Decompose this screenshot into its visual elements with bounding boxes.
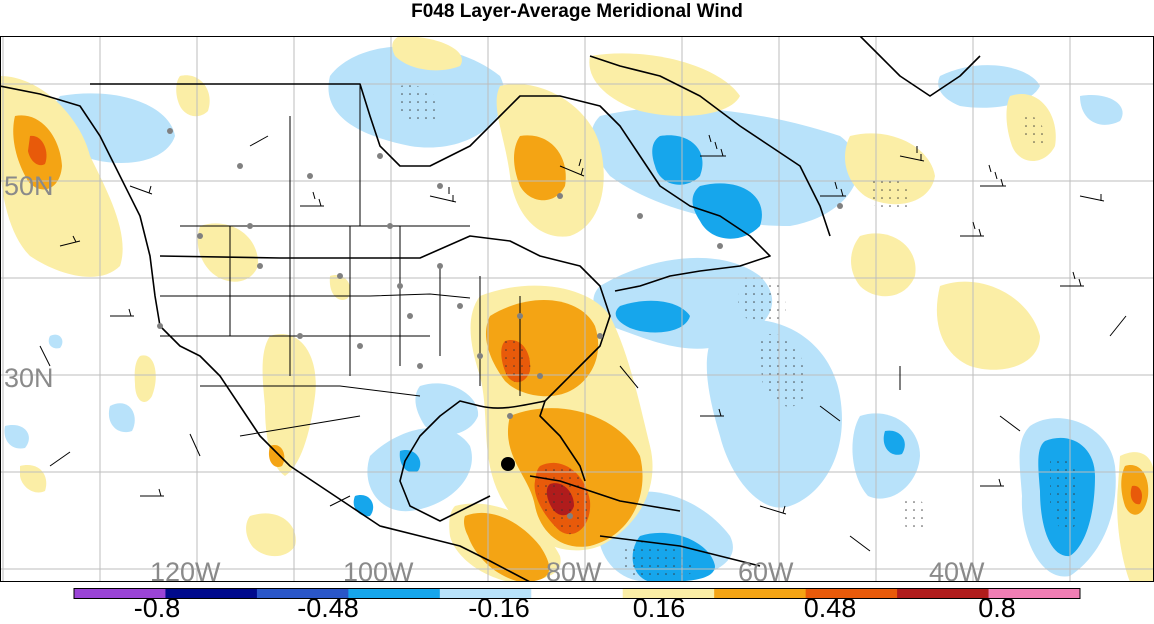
colorbar-cell [622,588,715,599]
colorbar-cell [256,588,349,599]
lon-label-100w: 100W [343,557,414,582]
colorbar-cell [805,588,898,599]
colorbar-cell [988,588,1081,599]
colorbar-cell [74,588,166,599]
political-borders [160,84,521,437]
colorbar-cell [439,588,532,599]
colorbar-cell [897,588,990,599]
colorbar-tick-label: -0.16 [468,593,530,623]
wind-barbs [39,134,1127,552]
storm-center-marker [501,457,515,471]
colorbar-tick-label: 0.48 [803,593,857,623]
lat-lon-grid [0,36,1154,582]
lon-label-40w: 40W [929,557,985,582]
colorbar-tick-label: 0.16 [632,593,686,623]
wind-map: 50N 30N 120W 100W 80W 60W 40W [0,36,1154,582]
colorbar-cell [531,588,624,599]
coastlines [0,36,981,582]
colorbar-tick-label: -0.8 [133,593,181,623]
colorbar [73,588,1081,599]
lon-label-120w: 120W [150,557,221,582]
station-dots [157,128,843,519]
colorbar-cell [714,588,807,599]
colorbar-tick-label: 0.8 [978,593,1016,623]
lon-label-60w: 60W [738,557,794,582]
lat-label-30n: 30N [4,363,54,393]
strong-positive-wind-shading [13,115,1149,582]
lat-label-50n: 50N [4,171,54,201]
colorbar-tick-label: -0.48 [297,593,359,623]
colorbar-cell [165,588,258,599]
colorbar-cell [348,588,441,599]
lon-label-80w: 80W [546,557,602,582]
figure-title: F048 Layer-Average Meridional Wind [411,1,743,22]
